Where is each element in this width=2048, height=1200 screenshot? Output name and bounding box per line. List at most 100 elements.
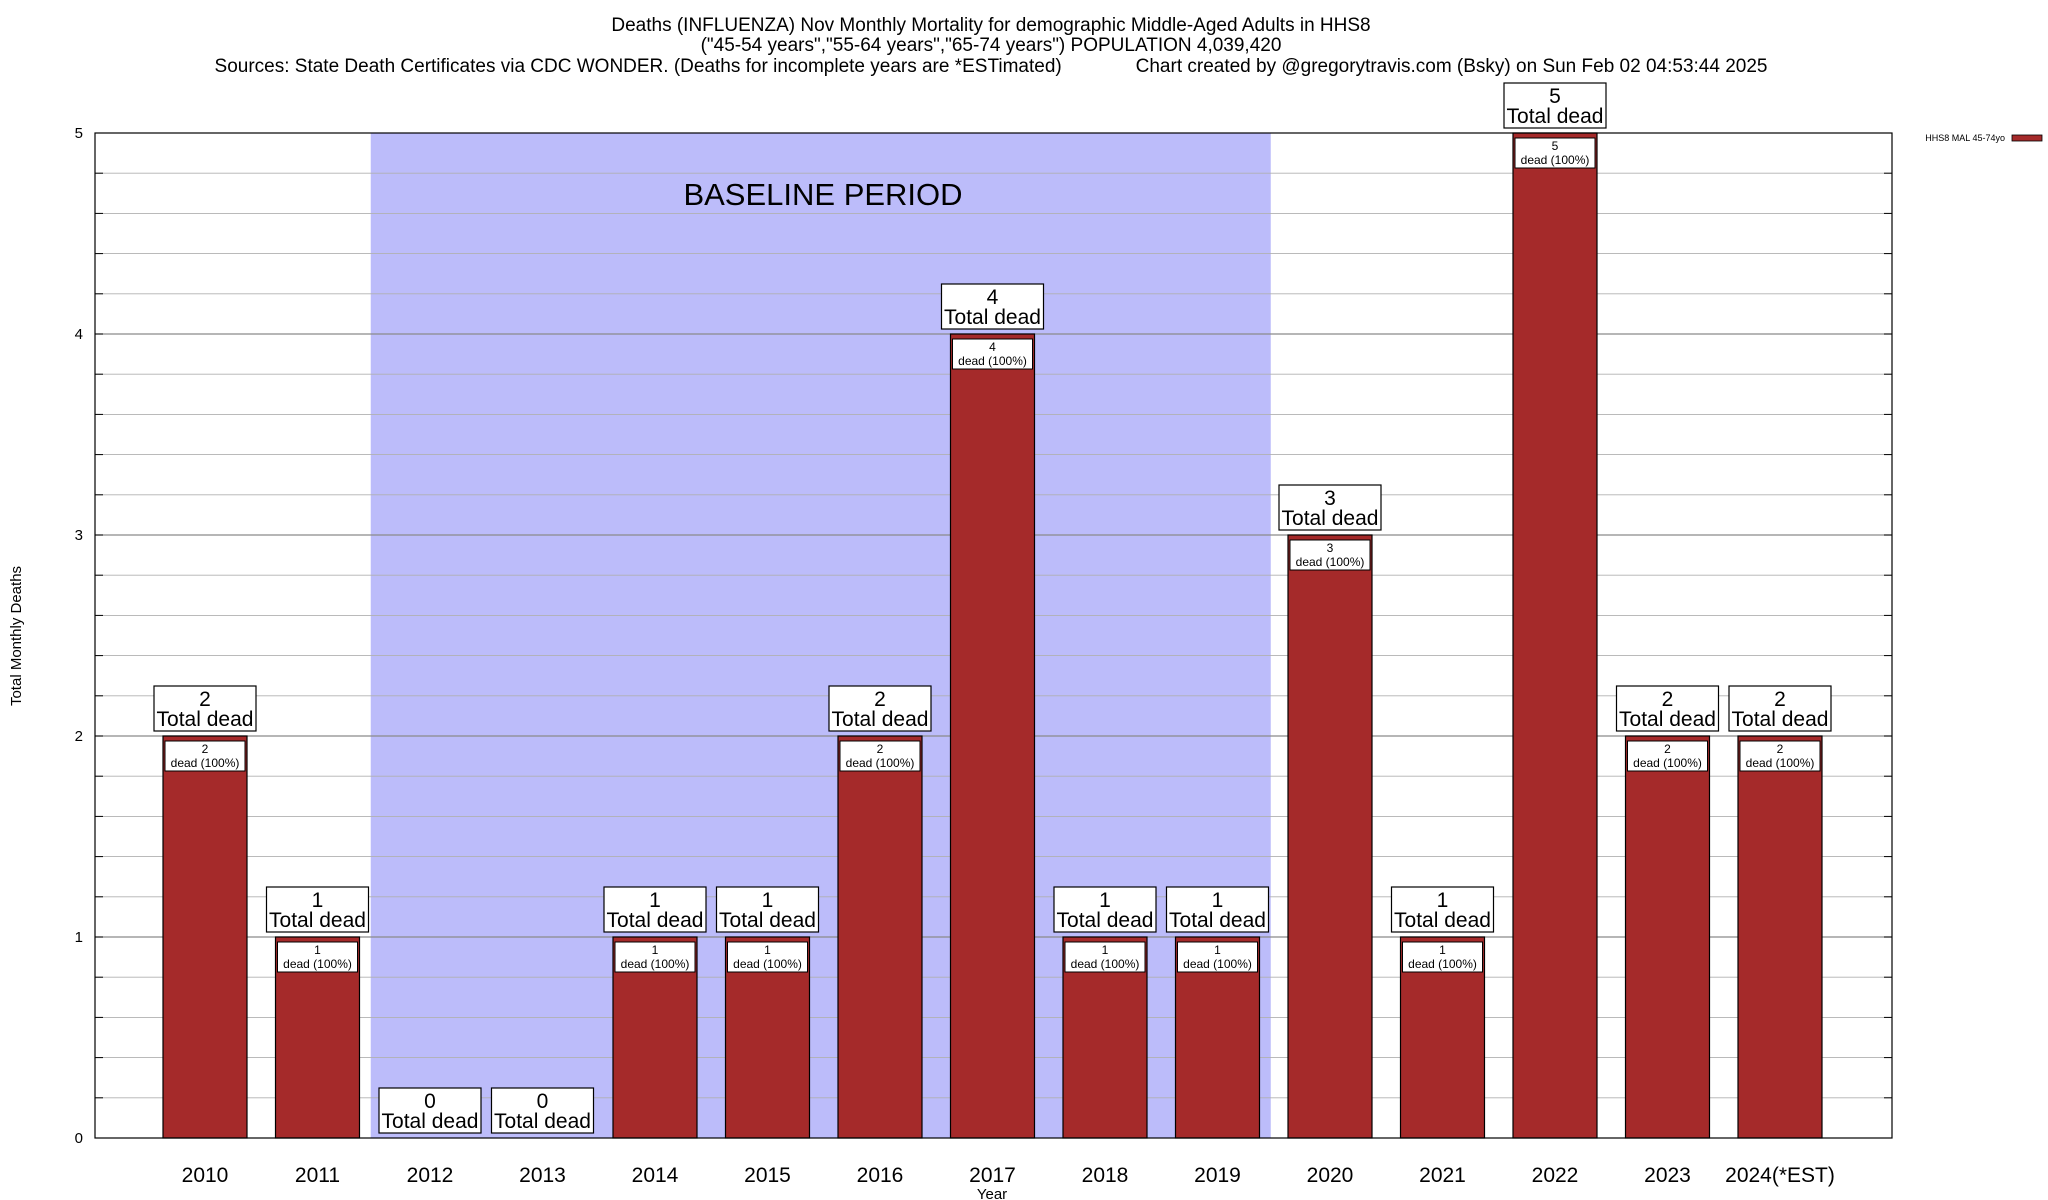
bar xyxy=(949,333,1036,1139)
x-tick-label: 2024(*EST) xyxy=(1725,1164,1835,1187)
y-tick-label: 1 xyxy=(75,929,83,946)
total-label-value: 2 xyxy=(874,688,886,711)
total-label-box xyxy=(153,685,257,732)
x-tick-label: 2013 xyxy=(519,1164,566,1187)
total-label-text: Total dead xyxy=(1282,507,1379,530)
bar-inner-percent: dead (100%) xyxy=(733,957,802,971)
total-label-box xyxy=(490,1087,595,1134)
bar-inner-count: 1 xyxy=(764,943,771,957)
x-tick-label: 2023 xyxy=(1644,1164,1691,1187)
plot-frame xyxy=(94,132,1893,1139)
bar-inner-count: 1 xyxy=(652,943,659,957)
bar-inner-count: 2 xyxy=(877,742,884,756)
x-tick-label: 2010 xyxy=(182,1164,229,1187)
bar xyxy=(1287,534,1373,1139)
bar-inner-percent: dead (100%) xyxy=(1183,957,1252,971)
total-label-value: 5 xyxy=(1549,85,1561,108)
title-line-3: Sources: State Death Certificates via CD… xyxy=(215,56,1768,77)
total-label-box xyxy=(1165,886,1270,933)
total-label-box xyxy=(1728,685,1832,732)
bar-inner-percent: dead (100%) xyxy=(171,756,240,770)
x-tick-label: 2012 xyxy=(407,1164,454,1187)
bar-inner-label-box xyxy=(727,941,808,973)
total-label-box xyxy=(265,886,370,933)
total-label-value: 1 xyxy=(1437,889,1449,912)
bar-inner-percent: dead (100%) xyxy=(621,957,690,971)
bar-inner-label-box xyxy=(164,740,246,772)
bar-inner-label-box xyxy=(1402,941,1483,973)
total-label-value: 0 xyxy=(424,1090,436,1113)
title-line-2: ("45-54 years","55-64 years","65-74 year… xyxy=(701,35,1282,56)
bar-inner-label-box xyxy=(1627,740,1708,772)
bar-inner-count: 1 xyxy=(1439,943,1446,957)
total-label-box xyxy=(940,283,1045,330)
bar-inner-count: 1 xyxy=(1102,943,1109,957)
bar-inner-label-box xyxy=(614,941,696,973)
x-tick-label: 2022 xyxy=(1532,1164,1579,1187)
total-label-box xyxy=(715,886,820,933)
total-label-text: Total dead xyxy=(269,909,366,932)
total-label-text: Total dead xyxy=(719,909,816,932)
total-label-text: Total dead xyxy=(1169,909,1266,932)
total-label-text: Total dead xyxy=(494,1110,591,1133)
total-label-text: Total dead xyxy=(1507,105,1604,128)
x-tick-label: 2021 xyxy=(1419,1164,1466,1187)
x-tick-label: 2020 xyxy=(1307,1164,1354,1187)
bar-inner-count: 2 xyxy=(1664,742,1671,756)
baseline-period-label: BASELINE PERIOD xyxy=(683,177,962,212)
bar-inner-count: 1 xyxy=(314,943,321,957)
bar-inner-label-box xyxy=(277,941,358,973)
total-label-value: 2 xyxy=(1774,688,1786,711)
total-label-text: Total dead xyxy=(1394,909,1491,932)
total-label-text: Total dead xyxy=(1619,708,1716,731)
total-label-text: Total dead xyxy=(1732,708,1829,731)
total-label-value: 4 xyxy=(987,286,999,309)
bar-inner-count: 1 xyxy=(1214,943,1221,957)
title-line-1: Deaths (INFLUENZA) Nov Monthly Mortality… xyxy=(611,15,1370,36)
bar-inner-label-box xyxy=(952,338,1033,370)
total-label-text: Total dead xyxy=(944,306,1041,329)
x-axis-title: Year xyxy=(977,1186,1007,1200)
legend-label: HHS8 MAL 45-74yo xyxy=(1925,133,2005,143)
bar-inner-count: 3 xyxy=(1327,541,1334,555)
bar xyxy=(1512,132,1598,1139)
total-label-value: 2 xyxy=(1662,688,1674,711)
bar xyxy=(837,735,923,1139)
x-tick-label: 2017 xyxy=(969,1164,1016,1187)
bar-inner-percent: dead (100%) xyxy=(958,354,1027,368)
bar-inner-label-box xyxy=(1177,941,1258,973)
total-label-box xyxy=(378,1087,482,1134)
total-label-box xyxy=(1615,685,1720,732)
x-tick-label: 2018 xyxy=(1082,1164,1129,1187)
bar-inner-percent: dead (100%) xyxy=(1296,555,1365,569)
total-label-text: Total dead xyxy=(832,708,929,731)
total-label-box xyxy=(1390,886,1495,933)
total-label-value: 2 xyxy=(199,688,211,711)
total-label-box xyxy=(603,886,707,933)
bar-inner-percent: dead (100%) xyxy=(1071,957,1140,971)
total-label-value: 3 xyxy=(1324,487,1336,510)
total-label-value: 1 xyxy=(1212,889,1224,912)
total-label-text: Total dead xyxy=(382,1110,479,1133)
legend-swatch xyxy=(2011,134,2043,142)
bar-inner-percent: dead (100%) xyxy=(1521,153,1590,167)
y-axis-title: Total Monthly Deaths xyxy=(8,566,25,706)
total-label-box xyxy=(1503,82,1607,129)
y-tick-label: 0 xyxy=(75,1130,83,1147)
bar-inner-label-box xyxy=(1739,740,1821,772)
bar-inner-percent: dead (100%) xyxy=(846,756,915,770)
y-tick-label: 3 xyxy=(75,527,83,544)
legend: HHS8 MAL 45-74yo xyxy=(1925,133,2043,143)
bar-inner-percent: dead (100%) xyxy=(1746,756,1815,770)
x-tick-label: 2011 xyxy=(295,1164,340,1187)
bar-inner-label-box xyxy=(1289,539,1371,571)
total-label-value: 1 xyxy=(649,889,661,912)
bar xyxy=(1624,735,1711,1139)
bar-inner-label-box xyxy=(839,740,921,772)
total-label-value: 1 xyxy=(762,889,774,912)
total-label-value: 1 xyxy=(312,889,324,912)
bar-inner-percent: dead (100%) xyxy=(283,957,352,971)
bar-inner-label-box xyxy=(1064,941,1146,973)
bar-inner-count: 4 xyxy=(989,340,996,354)
